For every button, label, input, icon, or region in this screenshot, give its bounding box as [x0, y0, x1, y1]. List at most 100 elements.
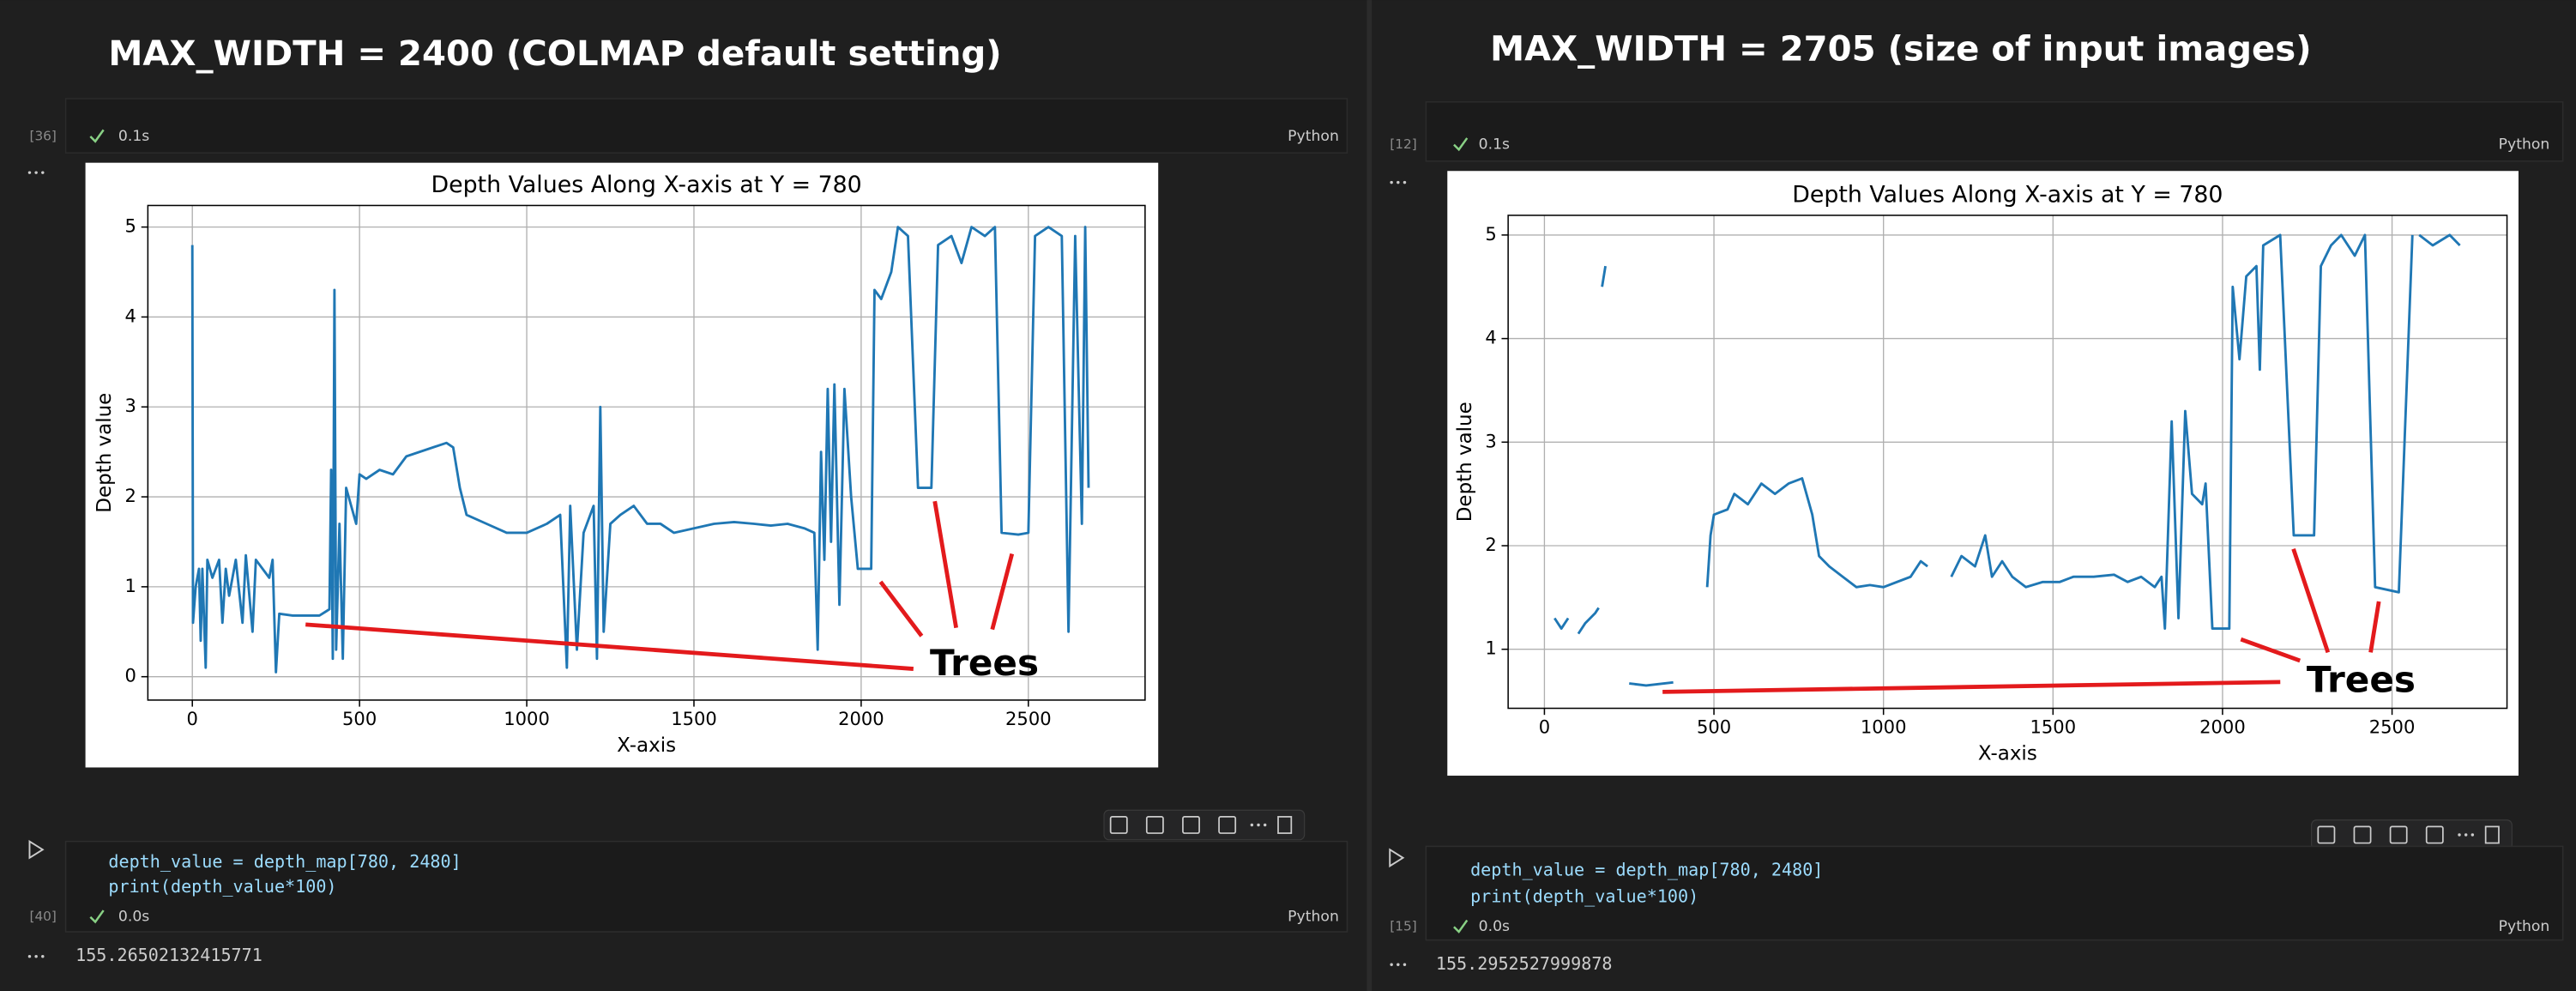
figure-background: [85, 162, 1159, 768]
panel-heading: MAX_WIDTH = 2400 (COLMAP default setting…: [108, 34, 1001, 74]
axes-frame: [1507, 215, 2508, 710]
annotation-arrow: [305, 622, 914, 671]
toolbar-button[interactable]: [1218, 816, 1237, 834]
output-actions[interactable]: [34, 954, 38, 958]
success-check: [1453, 919, 1469, 934]
execution-count: [15]: [1390, 919, 1416, 934]
execution-count: [36]: [29, 129, 56, 144]
toolbar-button[interactable]: [2389, 825, 2408, 844]
y-tick-label: 4: [1485, 327, 1496, 348]
cell-language[interactable]: Python: [2499, 918, 2550, 935]
toolbar-more[interactable]: [1257, 823, 1260, 827]
cell-output: 155.26502132415771: [75, 945, 262, 965]
cell-output: 155.2952527999878: [1436, 953, 1613, 974]
y-axis-label: Depth value: [1454, 402, 1476, 522]
x-tick-label: 500: [1697, 716, 1731, 737]
code-line: depth_value = depth_map[780, 2480]: [1470, 860, 1823, 880]
output-cell: [64, 98, 1348, 154]
annotation-arrow: [878, 580, 924, 638]
figure-background: [1447, 171, 2519, 776]
y-tick-label: 5: [1485, 223, 1496, 245]
x-tick-label: 0: [1539, 716, 1550, 737]
code-cell: [1425, 845, 2564, 941]
annotation-text: Trees: [930, 642, 1039, 684]
toolbar-button[interactable]: [1145, 816, 1164, 834]
annotation-arrow: [932, 500, 958, 629]
chart-title: Depth Values Along X-axis at Y = 780: [1792, 181, 2223, 208]
success-check: [89, 909, 105, 924]
more-actions[interactable]: [1403, 180, 1407, 184]
output-actions[interactable]: [41, 954, 45, 958]
toolbar-button[interactable]: [1182, 816, 1200, 834]
panel-divider: [1366, 0, 1372, 991]
more-actions[interactable]: [41, 171, 45, 174]
success-check: [89, 129, 105, 143]
code-line: print(depth_value*100): [108, 876, 336, 897]
execution-time: 0.1s: [118, 128, 149, 145]
output-actions[interactable]: [1397, 963, 1400, 967]
cell-language[interactable]: Python: [2499, 136, 2550, 154]
run-button[interactable]: [28, 839, 45, 860]
x-tick-label: 500: [342, 708, 377, 729]
more-actions[interactable]: [34, 171, 38, 174]
execution-time: 0.0s: [118, 909, 149, 926]
toolbar-more[interactable]: [2464, 833, 2468, 837]
cell-toolbar: [1103, 809, 1306, 841]
more-actions[interactable]: [27, 171, 32, 174]
run-button[interactable]: [1389, 848, 1405, 868]
toolbar-more[interactable]: [1250, 823, 1254, 827]
x-tick-label: 0: [187, 708, 198, 729]
x-tick-label: 1000: [504, 708, 550, 729]
more-actions[interactable]: [1390, 180, 1393, 184]
y-tick-label: 3: [1485, 430, 1496, 451]
annotation-arrow: [2368, 601, 2381, 653]
annotation-arrow: [2240, 637, 2302, 663]
y-tick-label: 4: [125, 305, 136, 326]
cell-toolbar: [2311, 819, 2513, 850]
y-tick-label: 1: [125, 575, 136, 596]
x-axis-label: X-axis: [1978, 743, 2037, 765]
delete-button[interactable]: [2484, 825, 2500, 844]
annotation-arrow: [2291, 547, 2331, 654]
code-line: print(depth_value*100): [1470, 885, 1698, 906]
cell-language[interactable]: Python: [1288, 909, 1339, 926]
annotation-text: Trees: [2307, 658, 2416, 700]
y-tick-label: 0: [125, 665, 136, 686]
annotation-arrow: [1662, 680, 2281, 694]
execution-time: 0.0s: [1479, 918, 1510, 935]
x-tick-label: 1500: [2030, 716, 2077, 737]
panel-heading: MAX_WIDTH = 2705 (size of input images): [1490, 29, 2312, 69]
x-tick-label: 2500: [1005, 708, 1052, 729]
data-line: [190, 226, 1090, 674]
annotation-arrow: [990, 553, 1015, 631]
success-check: [1453, 137, 1469, 152]
y-tick-label: 3: [125, 395, 136, 416]
output-actions[interactable]: [27, 954, 32, 958]
output-actions[interactable]: [1403, 963, 1407, 967]
chart-title: Depth Values Along X-axis at Y = 780: [431, 172, 862, 198]
x-tick-label: 2500: [2369, 716, 2416, 737]
toolbar-button[interactable]: [2353, 825, 2372, 844]
more-actions[interactable]: [1397, 180, 1400, 184]
axes-frame: [147, 204, 1146, 701]
x-tick-label: 1000: [1861, 716, 1907, 737]
cell-language[interactable]: Python: [1288, 128, 1339, 145]
toolbar-more[interactable]: [2458, 833, 2461, 837]
y-tick-label: 5: [125, 215, 136, 237]
data-line: [1553, 233, 2461, 687]
toolbar-more[interactable]: [1263, 823, 1267, 827]
x-tick-label: 2000: [838, 708, 884, 729]
x-tick-label: 2000: [2199, 716, 2246, 737]
delete-button[interactable]: [1277, 816, 1293, 834]
y-tick-label: 2: [1485, 534, 1496, 555]
toolbar-button[interactable]: [1109, 816, 1128, 834]
toolbar-more[interactable]: [2470, 833, 2475, 837]
output-actions[interactable]: [1390, 963, 1393, 967]
code-line: depth_value = depth_map[780, 2480]: [108, 851, 461, 872]
toolbar-button[interactable]: [2425, 825, 2444, 844]
toolbar-button[interactable]: [2317, 825, 2336, 844]
y-tick-label: 1: [1485, 638, 1496, 659]
execution-count: [40]: [29, 909, 56, 924]
